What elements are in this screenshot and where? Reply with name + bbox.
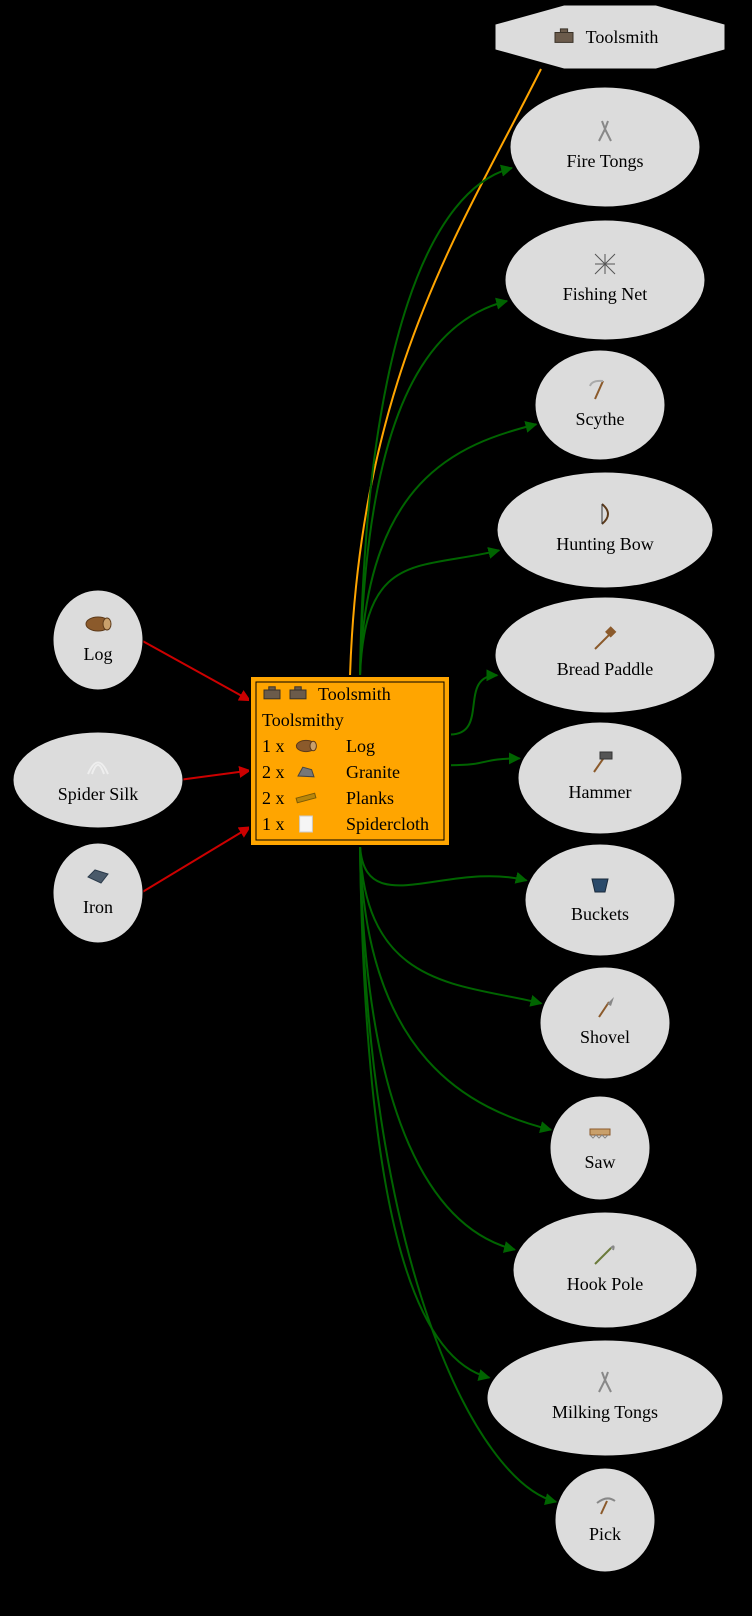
recipe-label: Toolsmithy xyxy=(262,710,344,730)
edge-output-breadpaddle xyxy=(450,675,497,734)
worker-label: Toolsmith xyxy=(586,27,659,47)
output-node-label: Hammer xyxy=(569,782,632,802)
output-node-pick: Pick xyxy=(555,1468,655,1572)
output-node-label: Hunting Bow xyxy=(556,534,654,554)
output-node-scythe: Scythe xyxy=(535,350,665,460)
recipe-label: Toolsmith xyxy=(318,684,391,704)
log-icon xyxy=(296,740,316,751)
output-node-label: Fire Tongs xyxy=(567,151,644,171)
output-node-shovel: Shovel xyxy=(540,967,670,1079)
output-node-huntingbow: Hunting Bow xyxy=(497,472,713,588)
output-node-label: Pick xyxy=(589,1524,621,1544)
output-node-label: Bread Paddle xyxy=(557,659,653,679)
output-node-buckets: Buckets xyxy=(525,844,675,956)
edge-output-shovel xyxy=(360,846,541,1003)
output-node-saw: Saw xyxy=(550,1096,650,1200)
edge-output-buckets xyxy=(360,846,527,885)
recipe-label: Spidercloth xyxy=(346,814,429,834)
diagram-canvas: Toolsmith Toolsmithy 1 x Log 2 x Granite 2 x Pl… xyxy=(0,0,752,1616)
edge-output-fishingnet xyxy=(360,301,507,676)
recipe-label: Planks xyxy=(346,788,394,808)
edge-output-hammer xyxy=(450,758,520,765)
output-node-hookpole: Hook Pole xyxy=(513,1212,697,1328)
recipe-qty: 1 x xyxy=(262,736,285,756)
edge-input-iron xyxy=(141,827,250,893)
recipe-label: Log xyxy=(346,736,375,756)
output-node-label: Saw xyxy=(585,1152,616,1172)
output-node-label: Fishing Net xyxy=(563,284,648,304)
recipe-label: Granite xyxy=(346,762,400,782)
recipe-qty: 2 x xyxy=(262,788,285,808)
spidercloth-icon xyxy=(300,816,313,832)
bucket-icon xyxy=(592,879,608,892)
output-node-label: Buckets xyxy=(571,904,629,924)
net-icon xyxy=(595,254,615,274)
output-node-fishingnet: Fishing Net xyxy=(505,220,705,340)
recipe-qty: 1 x xyxy=(262,814,285,834)
edge-input-log xyxy=(141,640,250,701)
output-node-label: Shovel xyxy=(580,1027,630,1047)
input-node-spidersilk: Spider Silk xyxy=(13,732,183,828)
recipe-qty: 2 x xyxy=(262,762,285,782)
input-node-label: Iron xyxy=(83,897,113,917)
input-node-iron: Iron xyxy=(53,843,143,943)
input-node-label: Log xyxy=(84,644,113,664)
edge-output-firetongs xyxy=(360,168,512,676)
center-node-toolsmithy: Toolsmith Toolsmithy 1 x Log 2 x Granite 2 x Pl… xyxy=(250,676,450,846)
worker-node-toolsmith: Toolsmith xyxy=(495,5,725,69)
output-node-breadpaddle: Bread Paddle xyxy=(495,597,715,713)
input-node-label: Spider Silk xyxy=(58,784,139,804)
output-node-hammer: Hammer xyxy=(518,722,682,834)
output-node-milkingtongs: Milking Tongs xyxy=(487,1340,723,1456)
edge-output-huntingbow xyxy=(360,550,499,676)
output-node-firetongs: Fire Tongs xyxy=(510,87,700,207)
output-node-label: Milking Tongs xyxy=(552,1402,658,1422)
output-node-label: Hook Pole xyxy=(567,1274,644,1294)
node-layer: Toolsmith Toolsmithy 1 x Log 2 x Granite 2 x Pl… xyxy=(13,5,725,1572)
log-icon xyxy=(86,617,111,631)
input-node-log: Log xyxy=(53,590,143,690)
edge-output-hookpole xyxy=(360,846,515,1250)
edge-input-spidersilk xyxy=(179,771,250,781)
output-node-label: Scythe xyxy=(576,409,625,429)
